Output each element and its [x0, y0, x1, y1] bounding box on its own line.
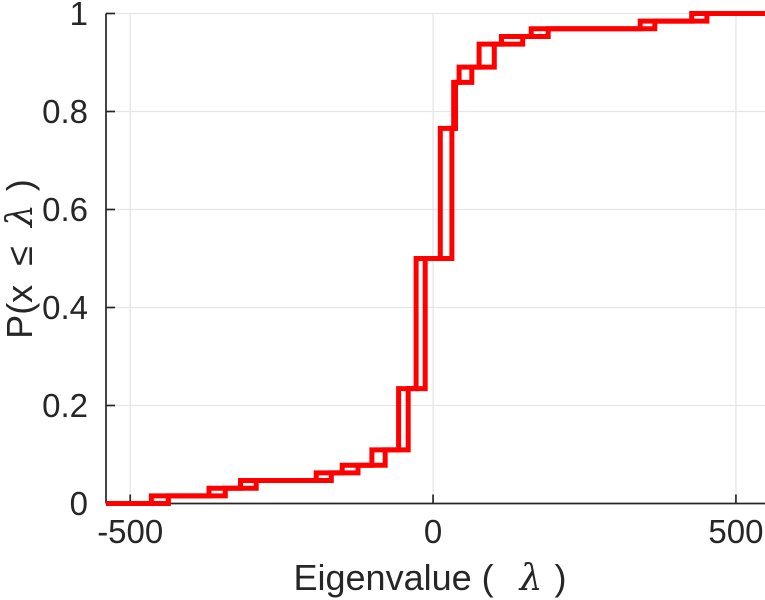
- grid-layer: [106, 12, 765, 504]
- x-tick-label: 500: [708, 513, 763, 550]
- y-axis-label-text: P(x: [0, 285, 40, 339]
- y-tick-label: 0.6: [42, 191, 88, 228]
- x-axis-label-text: Eigenvalue (: [294, 557, 494, 598]
- y-tick-label: 0.4: [42, 289, 88, 326]
- ecdf-series-line-2: [106, 11, 765, 506]
- y-tick-label: 0: [70, 485, 88, 522]
- x-axis-label: Eigenvalue ( λ ): [294, 557, 567, 599]
- x-tick-label: -500: [97, 513, 163, 550]
- y-axis-label: P(x ≤ λ ): [0, 179, 41, 339]
- y-tick-label: 0.8: [42, 93, 88, 130]
- leq-symbol: ≤: [0, 246, 40, 266]
- series-layer: [106, 11, 765, 506]
- y-tick-label: 0.2: [42, 387, 88, 424]
- x-axis-label-close-paren: ): [555, 557, 567, 598]
- y-axis-label-close-paren: ): [0, 179, 40, 191]
- lambda-symbol: λ: [0, 204, 41, 229]
- x-tick-label: 0: [424, 513, 442, 550]
- y-tick-label: 1: [70, 0, 88, 32]
- lambda-symbol: λ: [518, 558, 543, 599]
